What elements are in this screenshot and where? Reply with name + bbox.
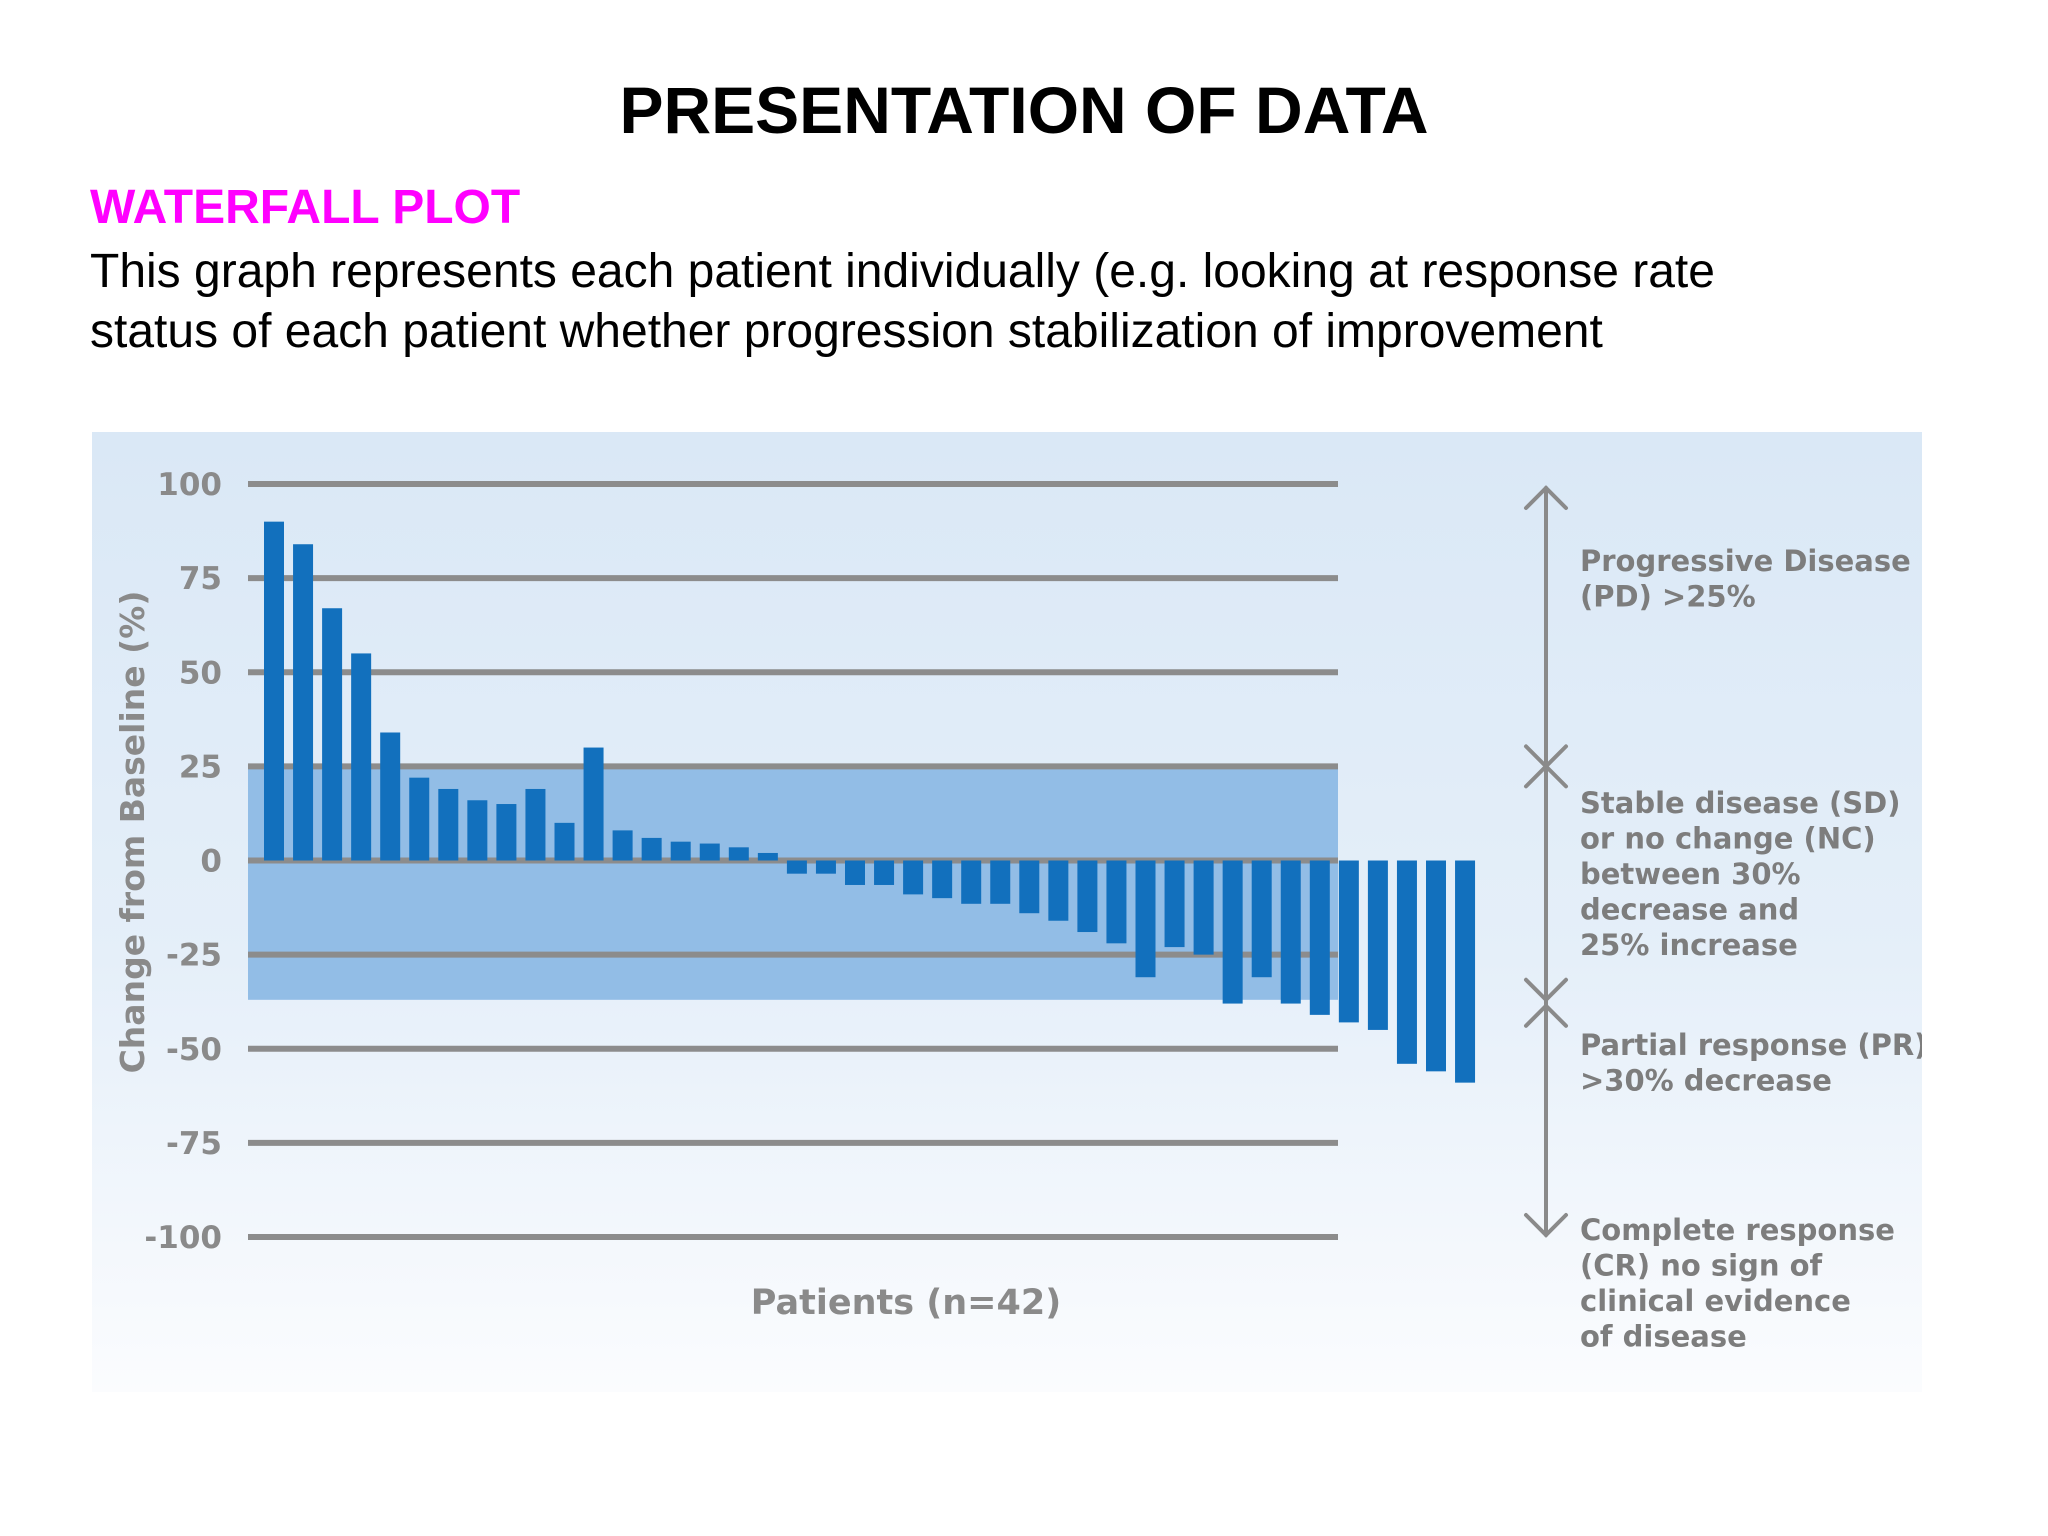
patient-bar: [728, 847, 749, 861]
patient-bar: [1396, 860, 1417, 1064]
patient-bar: [380, 732, 401, 861]
patient-bar: [699, 843, 720, 861]
patient-bar: [1048, 860, 1069, 921]
progressive-disease-label: Progressive Disease (PD) >25%: [1580, 544, 1911, 614]
category-label-line: or no change (NC): [1580, 822, 1876, 856]
patient-bar: [409, 777, 430, 861]
y-tick-label: 75: [179, 561, 222, 597]
arrow-head: [1524, 1213, 1568, 1238]
x-axis-label: Patients (n=42): [751, 1283, 1061, 1323]
patient-bar: [815, 860, 836, 874]
patient-bar: [990, 860, 1011, 904]
patient-bar: [903, 860, 924, 895]
patient-bar: [1280, 860, 1301, 1004]
patient-bar: [1338, 860, 1359, 1023]
category-label-line: between 30%: [1580, 857, 1801, 891]
slide-title: PRESENTATION OF DATA: [619, 73, 1429, 147]
patient-bar: [438, 788, 459, 861]
patient-bar: [1455, 860, 1476, 1083]
patient-bar: [961, 860, 982, 904]
category-label-line: (CR) no sign of: [1580, 1249, 1823, 1283]
description-line-2: status of each patient whether progressi…: [90, 305, 1603, 358]
y-tick-label: 50: [179, 655, 222, 691]
category-label-line: Progressive Disease: [1580, 544, 1911, 578]
category-label-line: Partial response (PR): [1580, 1028, 1922, 1062]
patient-bar: [1106, 860, 1127, 944]
patient-bar: [293, 544, 314, 861]
patient-bar: [670, 841, 691, 861]
partial-response-label: Partial response (PR) >30% decrease: [1580, 1028, 1922, 1098]
patient-bar: [525, 788, 546, 861]
patient-bar: [496, 804, 517, 861]
patient-bar: [467, 800, 488, 861]
patient-bar: [351, 653, 372, 861]
patient-bar: [757, 852, 778, 861]
category-label-line: clinical evidence: [1580, 1284, 1851, 1318]
category-label-line: of disease: [1580, 1320, 1747, 1354]
stable-disease-label: Stable disease (SD) or no change (NC) betw…: [1580, 786, 1900, 962]
patient-bar: [786, 860, 807, 874]
patient-bar: [1019, 860, 1040, 914]
arrow-head: [1524, 977, 1568, 1003]
category-label-line: >30% decrease: [1580, 1064, 1832, 1098]
category-label-line: Stable disease (SD): [1580, 786, 1900, 820]
patient-bar: [554, 822, 575, 861]
patient-bar: [322, 608, 343, 861]
y-tick-label: 100: [157, 467, 222, 503]
y-tick-label: -100: [144, 1220, 222, 1256]
patient-bar: [1222, 860, 1243, 1004]
stable-disease-band: [248, 766, 1338, 1000]
category-label-line: 25% increase: [1580, 928, 1798, 962]
y-tick-label: 25: [179, 749, 222, 785]
patient-bar: [612, 830, 633, 861]
patient-bar: [1367, 860, 1388, 1030]
patient-bar: [1164, 860, 1185, 948]
category-label-line: Complete response: [1580, 1213, 1895, 1247]
y-tick-label: -25: [166, 938, 222, 974]
y-tick-label: -50: [166, 1032, 222, 1068]
patient-bar: [1193, 860, 1214, 955]
category-label-line: (PD) >25%: [1580, 580, 1756, 614]
arrow-head: [1524, 1002, 1568, 1028]
y-tick-label: -75: [166, 1126, 222, 1162]
description-line-1: This graph represents each patient indiv…: [90, 245, 1715, 298]
section-title: WATERFALL PLOT: [90, 181, 521, 234]
patient-bar: [845, 860, 865, 885]
y-axis-label: Change from Baseline (%): [113, 591, 152, 1074]
complete-response-label: Complete response (CR) no sign of clinical…: [1580, 1213, 1895, 1354]
patient-bar: [264, 521, 284, 861]
patient-bar: [583, 747, 604, 861]
patient-bar: [1426, 860, 1446, 1072]
patient-bar: [932, 860, 953, 899]
patient-bar: [641, 837, 662, 861]
patient-bar: [1135, 860, 1156, 978]
patient-bar: [1251, 860, 1272, 978]
y-tick-label: 0: [200, 844, 222, 880]
arrow-head: [1524, 485, 1568, 510]
patient-bar: [874, 860, 895, 885]
patient-bar: [1309, 860, 1330, 1015]
arrow-head: [1524, 763, 1568, 789]
category-label-line: decrease and: [1580, 893, 1799, 927]
patient-bar: [1077, 860, 1098, 933]
waterfall-chart: 100 75 50 25 0 -25 -50 -75 -100 Change from Base…: [92, 432, 1922, 1392]
